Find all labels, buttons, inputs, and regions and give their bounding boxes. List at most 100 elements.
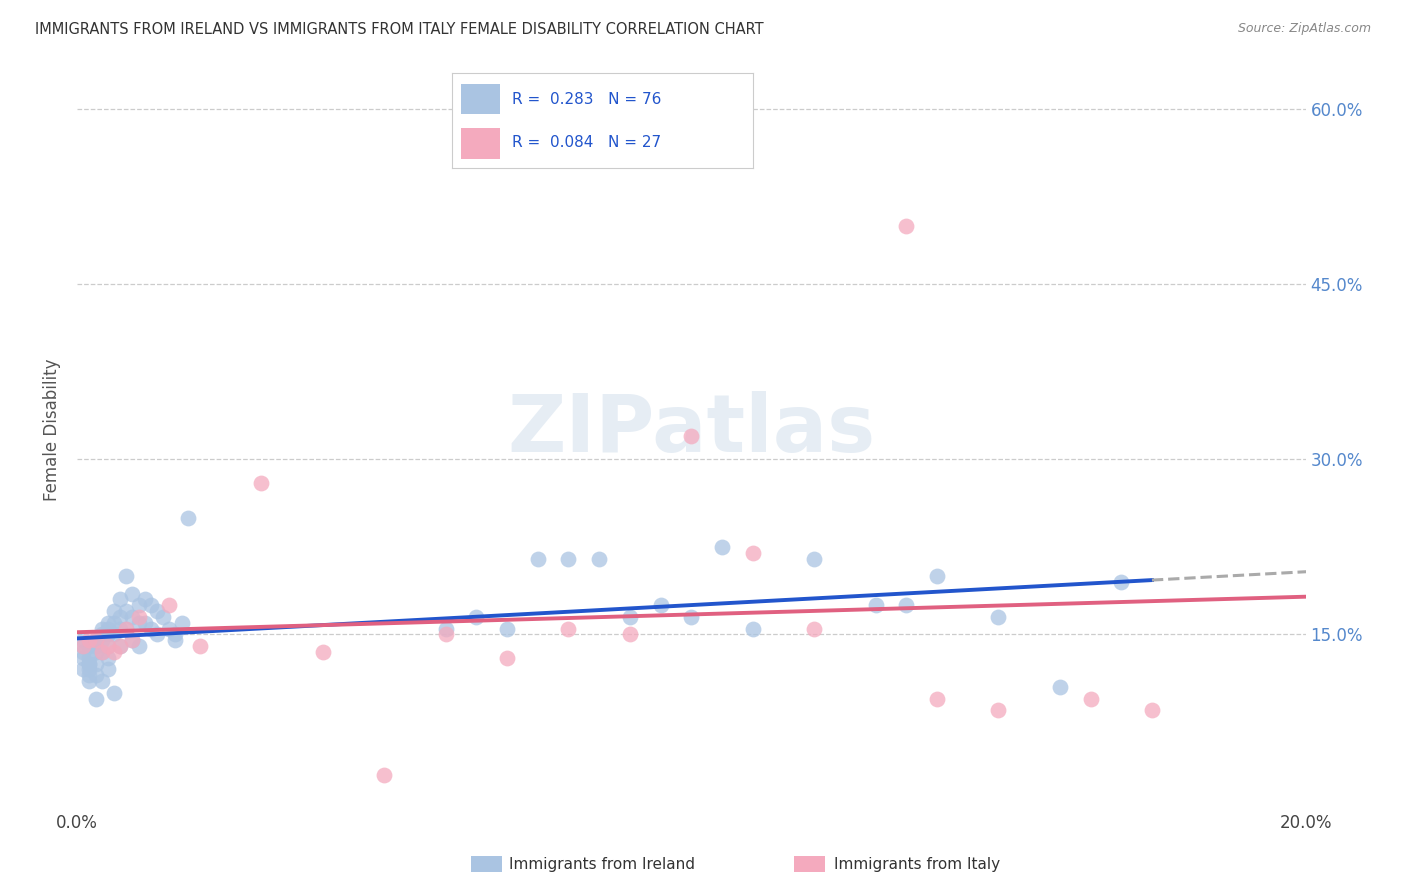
Point (925, 691, 948, 706)
Point (803, 622, 825, 636)
Point (146, 604, 169, 618)
Point (84, 668, 107, 682)
Point (1140, 703, 1163, 717)
Point (121, 586, 143, 600)
Point (115, 622, 138, 636)
Point (188, 639, 211, 653)
Point (90, 674, 112, 689)
Point (72, 633, 94, 648)
Point (72, 645, 94, 659)
Point (90, 645, 112, 659)
Point (157, 599, 180, 613)
Point (557, 551, 579, 566)
Point (170, 615, 193, 630)
Point (557, 622, 579, 636)
Point (121, 633, 143, 648)
Point (103, 686, 125, 700)
Point (465, 610, 488, 624)
Point (115, 622, 138, 636)
Point (496, 622, 519, 636)
Point (165, 627, 187, 641)
Text: Immigrants from Ireland: Immigrants from Ireland (509, 857, 695, 871)
Point (741, 546, 763, 560)
Point (681, 610, 703, 624)
Point (97, 622, 120, 636)
Point (115, 604, 138, 618)
Point (79, 657, 101, 671)
Point (803, 551, 825, 566)
Point (90, 633, 112, 648)
Text: IMMIGRANTS FROM IRELAND VS IMMIGRANTS FROM ITALY FEMALE DISABILITY CORRELATION C: IMMIGRANTS FROM IRELAND VS IMMIGRANTS FR… (35, 22, 763, 37)
Point (79, 668, 101, 682)
Point (79, 657, 101, 671)
Point (157, 622, 180, 636)
Point (1049, 680, 1071, 694)
Point (108, 610, 131, 624)
Point (115, 569, 138, 583)
Point (84, 639, 107, 653)
Point (84, 657, 107, 671)
Point (108, 592, 131, 607)
Point (97, 639, 120, 653)
Point (165, 633, 187, 648)
Y-axis label: Female Disability: Female Disability (44, 359, 60, 501)
Point (681, 429, 703, 443)
Point (79, 674, 101, 689)
Point (128, 610, 150, 624)
Point (496, 650, 519, 665)
Point (72, 662, 94, 676)
Point (79, 650, 101, 665)
Point (134, 592, 156, 607)
Point (139, 599, 162, 613)
Point (373, 767, 395, 781)
Point (97, 639, 120, 653)
Point (128, 639, 150, 653)
Point (139, 622, 162, 636)
Point (434, 627, 457, 641)
Point (97, 650, 120, 665)
Point (84, 633, 107, 648)
Point (896, 599, 918, 613)
Point (97, 662, 120, 676)
Point (103, 645, 125, 659)
Point (312, 645, 335, 659)
Point (97, 627, 120, 641)
Point (121, 633, 143, 648)
Point (250, 475, 273, 490)
Point (434, 622, 457, 636)
Point (526, 551, 548, 566)
Point (865, 599, 887, 613)
Point (108, 639, 131, 653)
Point (146, 627, 169, 641)
Point (987, 703, 1010, 717)
Point (152, 610, 174, 624)
Point (103, 627, 125, 641)
Text: ZIPatlas: ZIPatlas (508, 391, 876, 469)
Point (619, 627, 641, 641)
Point (711, 540, 734, 554)
Point (108, 622, 131, 636)
Point (128, 615, 150, 630)
Point (128, 599, 150, 613)
Point (650, 599, 672, 613)
Point (72, 639, 94, 653)
Point (84, 633, 107, 648)
Point (896, 219, 918, 233)
Point (84, 691, 107, 706)
Point (72, 639, 94, 653)
Point (176, 510, 198, 524)
Point (108, 639, 131, 653)
Point (103, 615, 125, 630)
Point (134, 615, 156, 630)
Point (103, 604, 125, 618)
Point (79, 662, 101, 676)
Point (90, 645, 112, 659)
Point (90, 627, 112, 641)
Text: Source: ZipAtlas.com: Source: ZipAtlas.com (1237, 22, 1371, 36)
Point (925, 569, 948, 583)
Point (84, 645, 107, 659)
Point (90, 622, 112, 636)
Point (987, 610, 1010, 624)
Point (1109, 574, 1132, 589)
Point (741, 622, 763, 636)
